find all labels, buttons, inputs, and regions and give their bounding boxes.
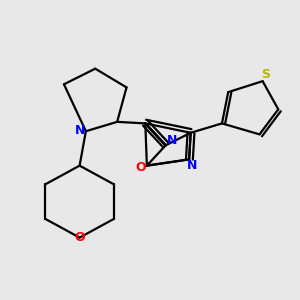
Text: S: S — [261, 68, 270, 81]
Text: O: O — [74, 231, 85, 244]
Text: O: O — [135, 161, 146, 174]
Text: N: N — [167, 134, 178, 147]
Text: N: N — [75, 124, 86, 137]
Text: N: N — [187, 158, 197, 172]
